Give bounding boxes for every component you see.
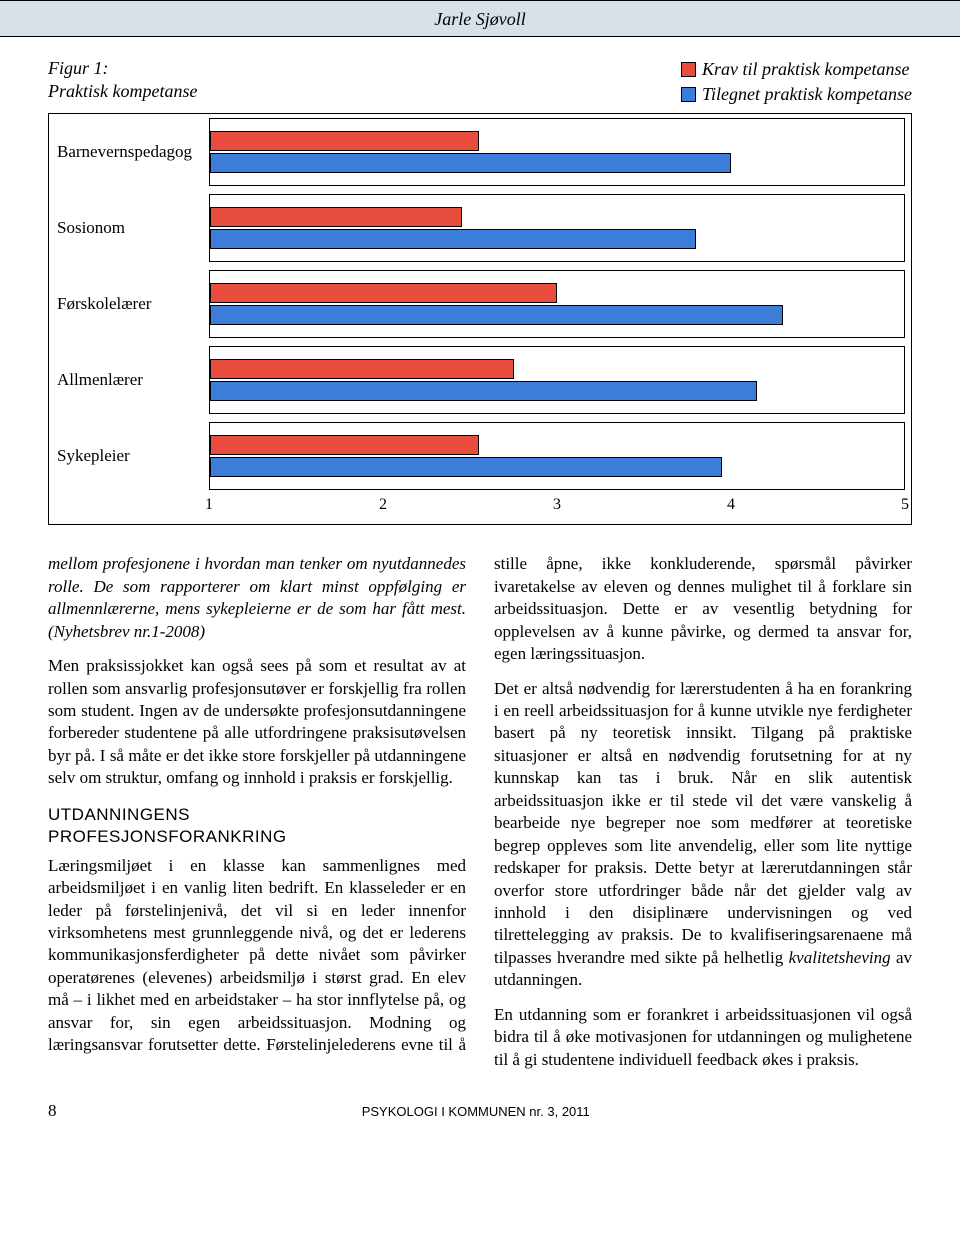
page-number: 8 — [48, 1101, 57, 1121]
axis-tick: 5 — [901, 496, 909, 514]
category-label: Barnevernspedagog — [49, 114, 209, 190]
axis-tick: 1 — [205, 496, 213, 514]
bars-cell — [209, 346, 905, 414]
bars-cell — [209, 422, 905, 490]
category-label: Sosionom — [49, 190, 209, 266]
bar-tilegnet — [210, 229, 696, 249]
bar-tilegnet — [210, 381, 757, 401]
axis-tick: 4 — [727, 496, 735, 514]
category-label: Førskolelærer — [49, 266, 209, 342]
chart-row: Sykepleier — [49, 418, 911, 494]
legend-item-tilegnet: Tilegnet praktisk kompetanse — [681, 82, 912, 107]
chart-row: Allmenlærer — [49, 342, 911, 418]
paragraph: Men praksissjokket kan også sees på som … — [48, 655, 466, 790]
chart-row: Barnevernspedagog — [49, 114, 911, 190]
page-body: Figur 1: Praktisk kompetanse Krav til pr… — [0, 37, 960, 1095]
chart-row: Førskolelærer — [49, 266, 911, 342]
paragraph: En utdanning som er forankret i arbeidss… — [494, 1004, 912, 1071]
legend-item-krav: Krav til praktisk kompetanse — [681, 57, 912, 82]
axis-tick: 3 — [553, 496, 561, 514]
legend-label-tilegnet: Tilegnet praktisk kompetanse — [702, 82, 912, 107]
x-axis: 1 2 3 4 5 — [49, 494, 911, 524]
bar-krav — [210, 283, 557, 303]
section-heading: UTDANNINGENS PROFESJONSFORANKRING — [48, 804, 466, 849]
figure-title-line1: Figur 1: — [48, 58, 109, 78]
axis-tick: 2 — [379, 496, 387, 514]
running-head: Jarle Sjøvoll — [0, 0, 960, 37]
bar-krav — [210, 207, 462, 227]
bar-tilegnet — [210, 153, 731, 173]
figure-title-line2: Praktisk kompetanse — [48, 81, 197, 101]
bar-tilegnet — [210, 305, 783, 325]
bars-cell — [209, 270, 905, 338]
figure-title: Figur 1: Praktisk kompetanse — [48, 57, 197, 102]
legend-swatch-tilegnet — [681, 87, 696, 102]
quote-paragraph: mellom profesjonene i hvordan man tenker… — [48, 553, 466, 643]
legend-label-krav: Krav til praktisk kompetanse — [702, 57, 909, 82]
paragraph: Det er altså nødvendig for lærerstudente… — [494, 678, 912, 992]
emphasis: kvalitetsheving — [789, 948, 891, 967]
bar-krav — [210, 435, 479, 455]
author-name: Jarle Sjøvoll — [434, 9, 525, 29]
legend-swatch-krav — [681, 62, 696, 77]
page-footer: 8 PSYKOLOGI I KOMMUNEN nr. 3, 2011 — [0, 1095, 960, 1139]
bar-krav — [210, 359, 514, 379]
bar-krav — [210, 131, 479, 151]
bars-cell — [209, 194, 905, 262]
bar-chart: BarnevernspedagogSosionomFørskolelærerAl… — [48, 113, 912, 525]
bar-tilegnet — [210, 457, 722, 477]
chart-row: Sosionom — [49, 190, 911, 266]
bars-cell — [209, 118, 905, 186]
category-label: Sykepleier — [49, 418, 209, 494]
publication-line: PSYKOLOGI I KOMMUNEN nr. 3, 2011 — [362, 1104, 590, 1119]
figure-header: Figur 1: Praktisk kompetanse Krav til pr… — [48, 57, 912, 107]
chart-legend: Krav til praktisk kompetanse Tilegnet pr… — [681, 57, 912, 107]
category-label: Allmenlærer — [49, 342, 209, 418]
body-columns: mellom profesjonene i hvordan man tenker… — [48, 553, 912, 1071]
